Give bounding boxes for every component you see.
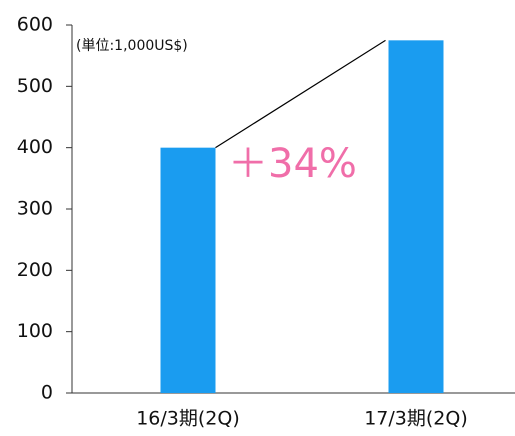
y-tick-label: 600	[17, 14, 53, 36]
bar	[388, 40, 444, 393]
connector	[215, 39, 386, 149]
y-tick-label: 400	[17, 136, 53, 158]
y-tick-label: 200	[17, 259, 53, 281]
y-tick-label: 100	[17, 320, 53, 342]
growth-annotation: ＋34%	[228, 141, 357, 187]
bar	[160, 147, 216, 393]
y-tick-label: 300	[17, 198, 53, 220]
x-tick-label: 16/3期(2Q)	[136, 408, 240, 430]
y-tick-label: 0	[41, 382, 53, 404]
unit-annotation: (単位:1,000US$)	[76, 38, 188, 54]
x-tick-label: 17/3期(2Q)	[364, 408, 468, 430]
y-tick-label: 500	[17, 75, 53, 97]
